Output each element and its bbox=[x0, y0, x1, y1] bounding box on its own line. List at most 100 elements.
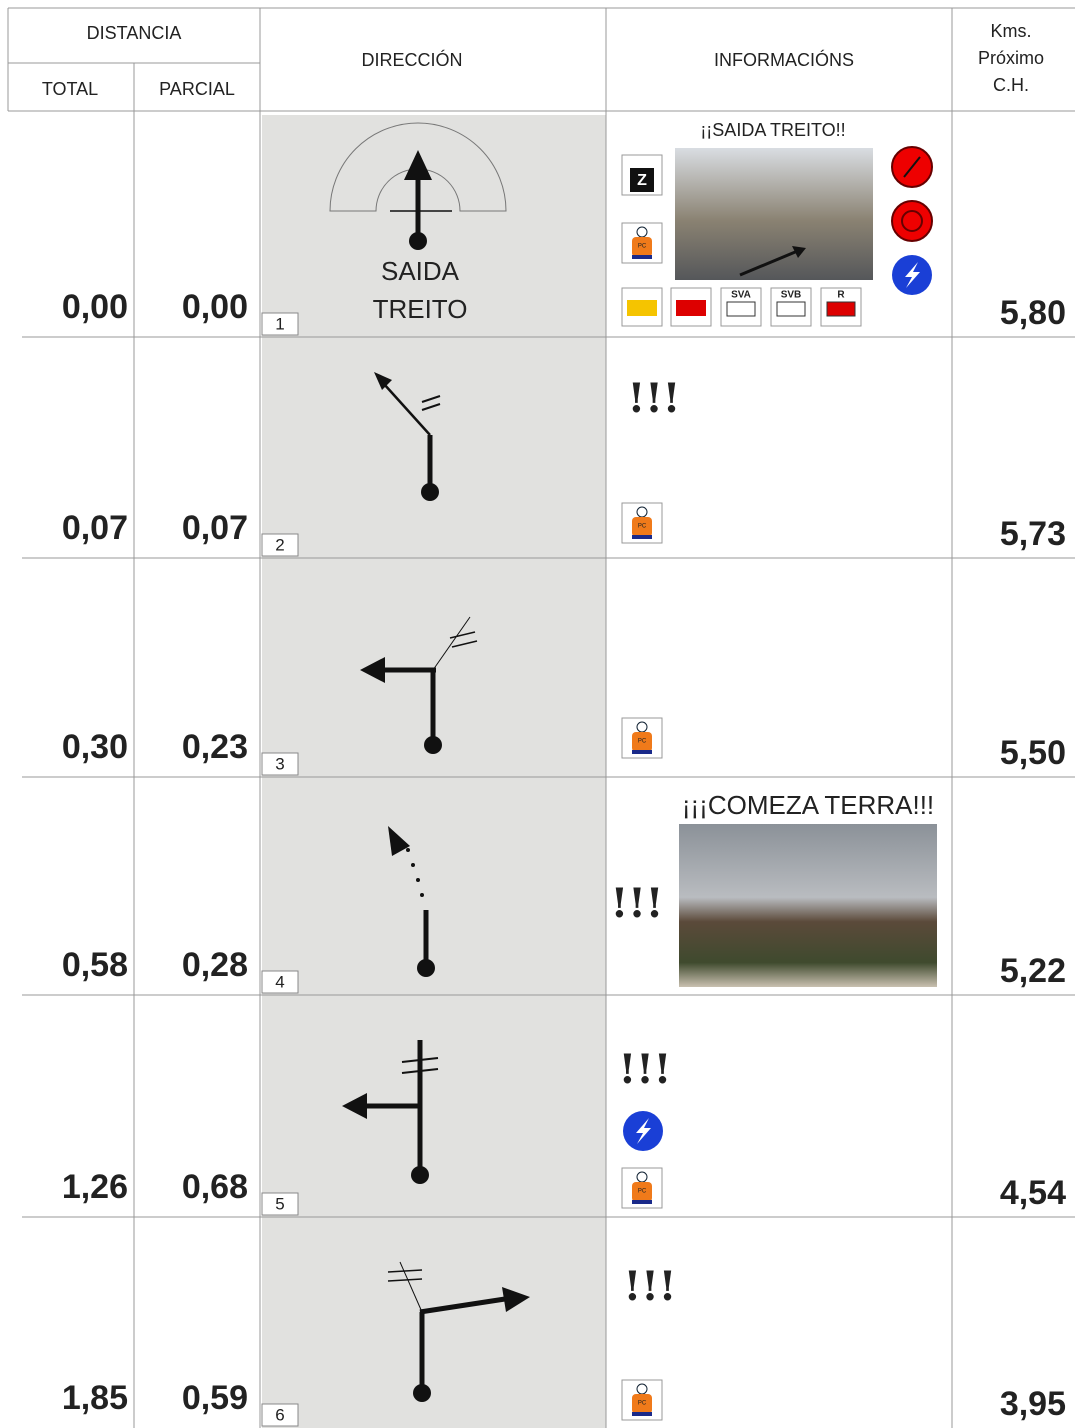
icon-body bbox=[632, 237, 652, 257]
route-line bbox=[451, 640, 478, 648]
police-body bbox=[630, 168, 654, 192]
icon-body bbox=[632, 1182, 652, 1202]
start-dot bbox=[421, 483, 439, 501]
start-dot bbox=[409, 232, 427, 250]
photo-arrowhead bbox=[792, 246, 806, 258]
header-km: C.H. bbox=[993, 75, 1029, 95]
alert-mark: !!! bbox=[619, 1046, 672, 1093]
route-line bbox=[419, 1296, 506, 1315]
step-box bbox=[261, 970, 299, 994]
start-dot bbox=[424, 736, 442, 754]
arrowhead bbox=[388, 826, 410, 856]
sign-mark bbox=[901, 210, 923, 232]
partial-distance: 0,28 bbox=[182, 946, 248, 984]
total-distance: 1,26 bbox=[62, 1168, 128, 1206]
vehicle-body bbox=[826, 301, 856, 317]
partial-distance: 0,00 bbox=[182, 288, 248, 326]
pc-icon: PC bbox=[621, 502, 663, 544]
icon-label: R bbox=[837, 290, 845, 301]
icon-base bbox=[632, 750, 652, 754]
arrowhead bbox=[374, 372, 392, 390]
icon-head bbox=[636, 1171, 648, 1183]
step-box bbox=[261, 1403, 299, 1427]
start-dot bbox=[413, 1384, 431, 1402]
side-road bbox=[432, 616, 471, 671]
alert-mark: !!! bbox=[628, 375, 681, 422]
direction-label: SAIDA bbox=[381, 256, 460, 286]
next-km: 5,50 bbox=[1000, 734, 1066, 772]
icon-head bbox=[636, 721, 648, 733]
header: DISTANCIA TOTAL PARCIAL DIRECCIÓN INFORM… bbox=[8, 7, 1075, 112]
route-line bbox=[421, 395, 441, 403]
icon-label: SVA bbox=[731, 290, 751, 301]
info-title: ¡¡¡COMEZA TERRA!!! bbox=[682, 790, 934, 820]
header-total: TOTAL bbox=[42, 79, 98, 99]
vehicle-body bbox=[627, 300, 657, 316]
arrowhead bbox=[404, 150, 432, 180]
next-km: 5,73 bbox=[1000, 515, 1066, 553]
vehicle-body bbox=[776, 301, 806, 317]
icon-body bbox=[632, 517, 652, 537]
next-km: 4,54 bbox=[1000, 1174, 1066, 1212]
electric-bolt bbox=[636, 1118, 651, 1144]
header-km: Kms. bbox=[990, 21, 1031, 41]
step-box bbox=[261, 752, 299, 776]
total-distance: 1,85 bbox=[62, 1379, 128, 1417]
route-line bbox=[383, 383, 431, 436]
icon-label: Z bbox=[637, 172, 647, 189]
direction-cell bbox=[262, 115, 606, 337]
arrowhead bbox=[502, 1287, 530, 1312]
alert-mark: !!! bbox=[624, 1263, 677, 1310]
icon-label: PC bbox=[638, 739, 647, 745]
icon-base bbox=[632, 535, 652, 539]
step-box bbox=[261, 312, 299, 336]
step-number: 4 bbox=[275, 972, 284, 991]
step-number: 1 bbox=[275, 314, 284, 333]
icon-body bbox=[632, 732, 652, 752]
direction-cell bbox=[262, 337, 606, 558]
total-distance: 0,07 bbox=[62, 509, 128, 547]
pc-icon: PC bbox=[621, 1167, 663, 1209]
next-km: 5,22 bbox=[1000, 952, 1066, 990]
track-dot bbox=[420, 893, 424, 897]
icon-label: PC bbox=[638, 1189, 647, 1195]
route-line bbox=[421, 403, 441, 411]
photo bbox=[679, 824, 937, 987]
step-box bbox=[261, 533, 299, 557]
step-box bbox=[261, 1192, 299, 1216]
start-dot bbox=[411, 1166, 429, 1184]
track-dot bbox=[416, 878, 420, 882]
icon-base bbox=[632, 1200, 652, 1204]
header-direction: DIRECCIÓN bbox=[361, 49, 462, 70]
arrowhead bbox=[360, 657, 385, 683]
partial-distance: 0,59 bbox=[182, 1379, 248, 1417]
track-dot bbox=[406, 848, 410, 852]
icon-body bbox=[632, 1394, 652, 1414]
pc-icon: PC bbox=[621, 717, 663, 759]
direction-cell bbox=[262, 1217, 606, 1428]
step-number: 6 bbox=[275, 1405, 284, 1424]
icon-label: PC bbox=[638, 244, 647, 250]
direction-label: TREITO bbox=[373, 294, 468, 324]
partial-distance: 0,23 bbox=[182, 728, 248, 766]
step-number: 5 bbox=[275, 1194, 284, 1213]
header-distance: DISTANCIA bbox=[87, 23, 182, 43]
next-km: 3,95 bbox=[1000, 1385, 1066, 1423]
electric-bolt bbox=[905, 262, 920, 288]
total-distance: 0,00 bbox=[62, 288, 128, 326]
total-distance: 0,30 bbox=[62, 728, 128, 766]
icon-label: PC bbox=[638, 524, 647, 530]
header-info: INFORMACIÓNS bbox=[714, 49, 854, 70]
start-dot bbox=[417, 959, 435, 977]
route-line bbox=[449, 631, 476, 639]
vehicle-body bbox=[676, 300, 706, 316]
route-line bbox=[387, 1278, 423, 1282]
partial-distance: 0,68 bbox=[182, 1168, 248, 1206]
next-km: 5,80 bbox=[1000, 294, 1066, 332]
vehicle-body bbox=[726, 301, 756, 317]
photo bbox=[675, 148, 873, 280]
icon-base bbox=[632, 1412, 652, 1416]
header-partial: PARCIAL bbox=[159, 79, 235, 99]
icon-head bbox=[636, 226, 648, 238]
